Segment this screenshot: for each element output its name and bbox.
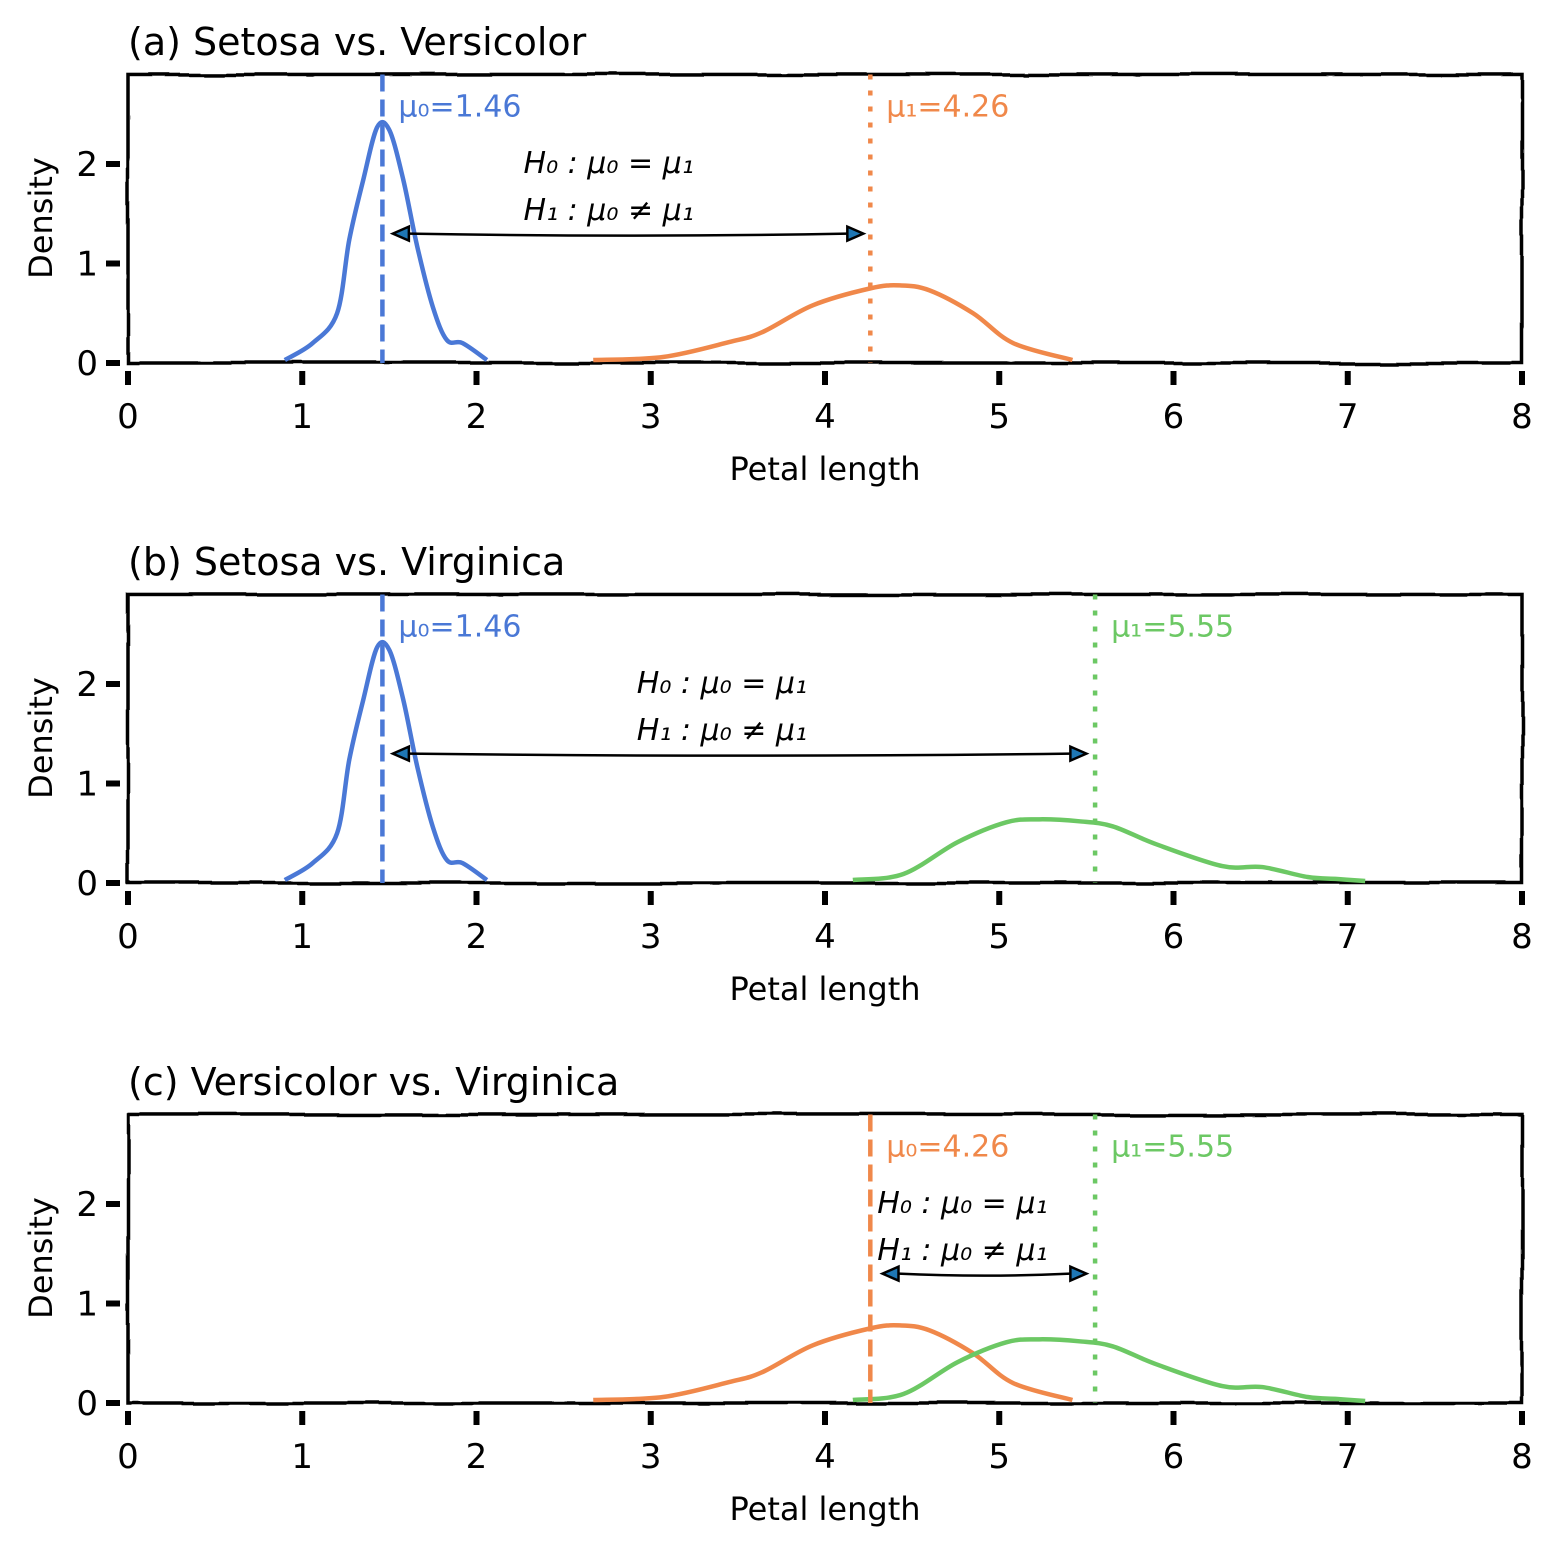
y-tick-label: 0 [76,1384,98,1424]
density-curve-0 [593,1323,1074,1403]
panel-title: (a) Setosa vs. Versicolor [128,20,587,64]
y-tick-label: 0 [76,864,98,904]
panel-title: (c) Versicolor vs. Virginica [128,1060,619,1104]
panel-c: (c) Versicolor vs. Virginica 0 1 2 3 4 5 6 7 8 0 1 2… [22,1060,1533,1528]
x-tick-label: 5 [988,1437,1010,1477]
x-tick-label: 8 [1511,397,1533,437]
x-tick-label: 3 [640,397,662,437]
y-axis-label: Density [22,1197,60,1319]
double-arrow-shaft [898,1272,1071,1277]
x-tick-label: 4 [814,397,836,437]
x-tick-label: 2 [466,1437,488,1477]
x-tick-label: 5 [988,917,1010,957]
y-axis-label: Density [22,677,60,799]
x-tick-label: 0 [117,1437,139,1477]
arrow-head-right [846,224,867,243]
x-tick-label: 8 [1511,917,1533,957]
y-tick-label: 2 [76,1185,98,1225]
mean-label-0: μ₀=4.26 [886,1129,1009,1164]
x-tick-label: 7 [1337,917,1359,957]
arrow-head-right [1069,744,1090,763]
arrow-head-left [389,744,411,763]
panel-b: (b) Setosa vs. Virginica 0 1 2 3 4 5 6 7 8 0 1 2 Peta… [22,540,1533,1008]
x-tick-label: 1 [291,1437,313,1477]
axes-border [126,1112,1524,1405]
x-tick-label: 4 [814,917,836,957]
x-tick-label: 3 [640,917,662,957]
double-arrow-shaft [408,232,848,237]
density-curve-0 [283,639,489,882]
y-tick-label: 1 [76,245,98,285]
x-tick-label: 2 [466,917,488,957]
x-tick-label: 5 [988,397,1010,437]
panel-title: (b) Setosa vs. Virginica [128,540,565,584]
x-axis-label: Petal length [729,1490,920,1528]
x-tick-label: 7 [1337,1437,1359,1477]
x-tick-label: 4 [814,1437,836,1477]
hypothesis-text-1: H₁ : μ₀ ≠ μ₁ [877,1233,1047,1268]
density-curve-0 [283,119,489,362]
hypothesis-text-1: H₁ : μ₀ ≠ μ₁ [637,713,807,748]
x-tick-label: 6 [1163,397,1185,437]
y-axis-label: Density [22,157,60,279]
hypothesis-text-0: H₀ : μ₀ = μ₁ [877,1186,1047,1221]
double-arrow-shaft [408,752,1071,757]
y-tick-label: 1 [76,765,98,805]
x-tick-label: 1 [291,917,313,957]
mean-label-1: μ₁=4.26 [886,89,1009,124]
x-tick-label: 2 [466,397,488,437]
mean-label-0: μ₀=1.46 [398,89,521,124]
mean-label-0: μ₀=1.46 [398,609,521,644]
hypothesis-text-1: H₁ : μ₀ ≠ μ₁ [524,193,694,228]
x-tick-label: 6 [1163,917,1185,957]
y-tick-label: 2 [76,145,98,185]
x-axis-label: Petal length [729,970,920,1008]
y-tick-label: 2 [76,665,98,705]
x-tick-label: 3 [640,1437,662,1477]
axes-frame [126,1112,1524,1405]
arrow-head-right [1069,1264,1090,1283]
x-tick-label: 1 [291,397,313,437]
hypothesis-text-0: H₀ : μ₀ = μ₁ [637,666,807,701]
panel-a: (a) Setosa vs. Versicolor 0 1 2 3 4 5 6 7 8 0 1 2 Pet… [22,20,1533,488]
y-tick-label: 1 [76,1285,98,1325]
axes-border [126,72,1524,365]
x-tick-label: 0 [117,397,139,437]
arrow-head-left [389,224,411,243]
density-curve-1 [852,817,1366,884]
axes-frame [126,72,1524,365]
x-tick-label: 6 [1163,1437,1185,1477]
axes-frame [126,592,1524,885]
arrow-head-left [879,1264,900,1283]
mean-label-1: μ₁=5.55 [1111,1129,1234,1164]
mean-label-1: μ₁=5.55 [1111,609,1234,644]
x-axis-label: Petal length [729,450,920,488]
x-tick-label: 0 [117,917,139,957]
density-curve-1 [593,283,1074,363]
x-tick-label: 7 [1337,397,1359,437]
axes-border [126,592,1524,885]
y-tick-label: 0 [76,344,98,384]
x-tick-label: 8 [1511,1437,1533,1477]
hypothesis-text-0: H₀ : μ₀ = μ₁ [524,146,694,181]
density-curve-1 [852,1337,1366,1404]
